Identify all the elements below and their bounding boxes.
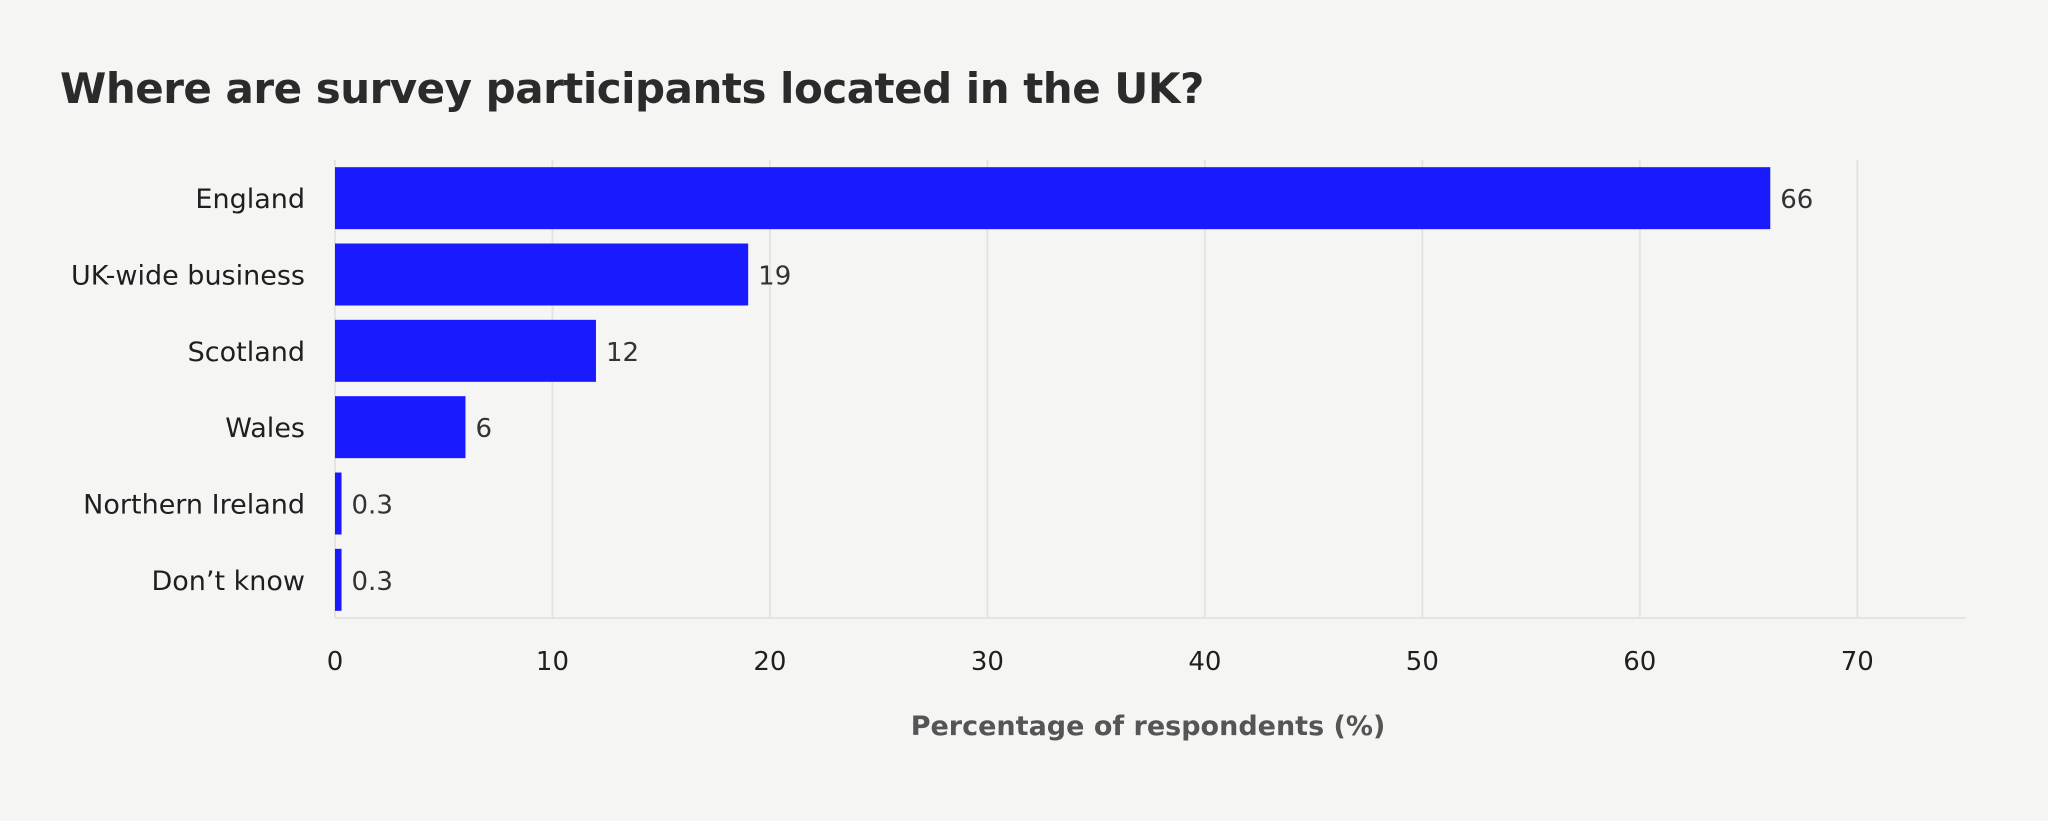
x-tick-label: 30: [971, 647, 1004, 677]
value-label: 6: [475, 414, 492, 444]
bar: [335, 472, 342, 535]
chart-title: Where are survey participants located in…: [60, 64, 1204, 113]
x-tick-label: 70: [1841, 647, 1874, 677]
x-tick-label: 10: [536, 647, 569, 677]
category-label: Wales: [225, 413, 305, 444]
x-axis-title: Percentage of respondents (%): [911, 711, 1386, 742]
bars: [335, 167, 1771, 611]
bar: [335, 548, 342, 611]
value-label: 66: [1780, 185, 1813, 215]
x-tick-label: 20: [753, 647, 786, 677]
category-label: Northern Ireland: [83, 490, 305, 521]
value-label: 12: [606, 338, 639, 368]
bar: [335, 319, 596, 382]
category-label: England: [195, 184, 305, 215]
x-tick-label: 60: [1623, 647, 1656, 677]
bar: [335, 167, 1771, 230]
value-label: 0.3: [352, 491, 393, 521]
x-tick-label: 50: [1406, 647, 1439, 677]
x-tick-label: 0: [327, 647, 344, 677]
x-tick-labels: 0 10 20 30 40 50 60 70: [327, 647, 1874, 677]
category-label: Scotland: [188, 337, 305, 368]
value-label: 0.3: [352, 567, 393, 597]
value-label: 19: [758, 262, 791, 292]
bar: [335, 396, 466, 459]
value-labels: 66 19 12 6 0.3 0.3: [352, 185, 1814, 597]
category-label: Don’t know: [151, 566, 305, 597]
bar: [335, 243, 749, 306]
category-label: UK-wide business: [71, 261, 305, 292]
x-tick-label: 40: [1188, 647, 1221, 677]
grid-lines: [334, 160, 1966, 619]
category-labels: England UK-wide business Scotland Wales Nort…: [71, 184, 305, 597]
